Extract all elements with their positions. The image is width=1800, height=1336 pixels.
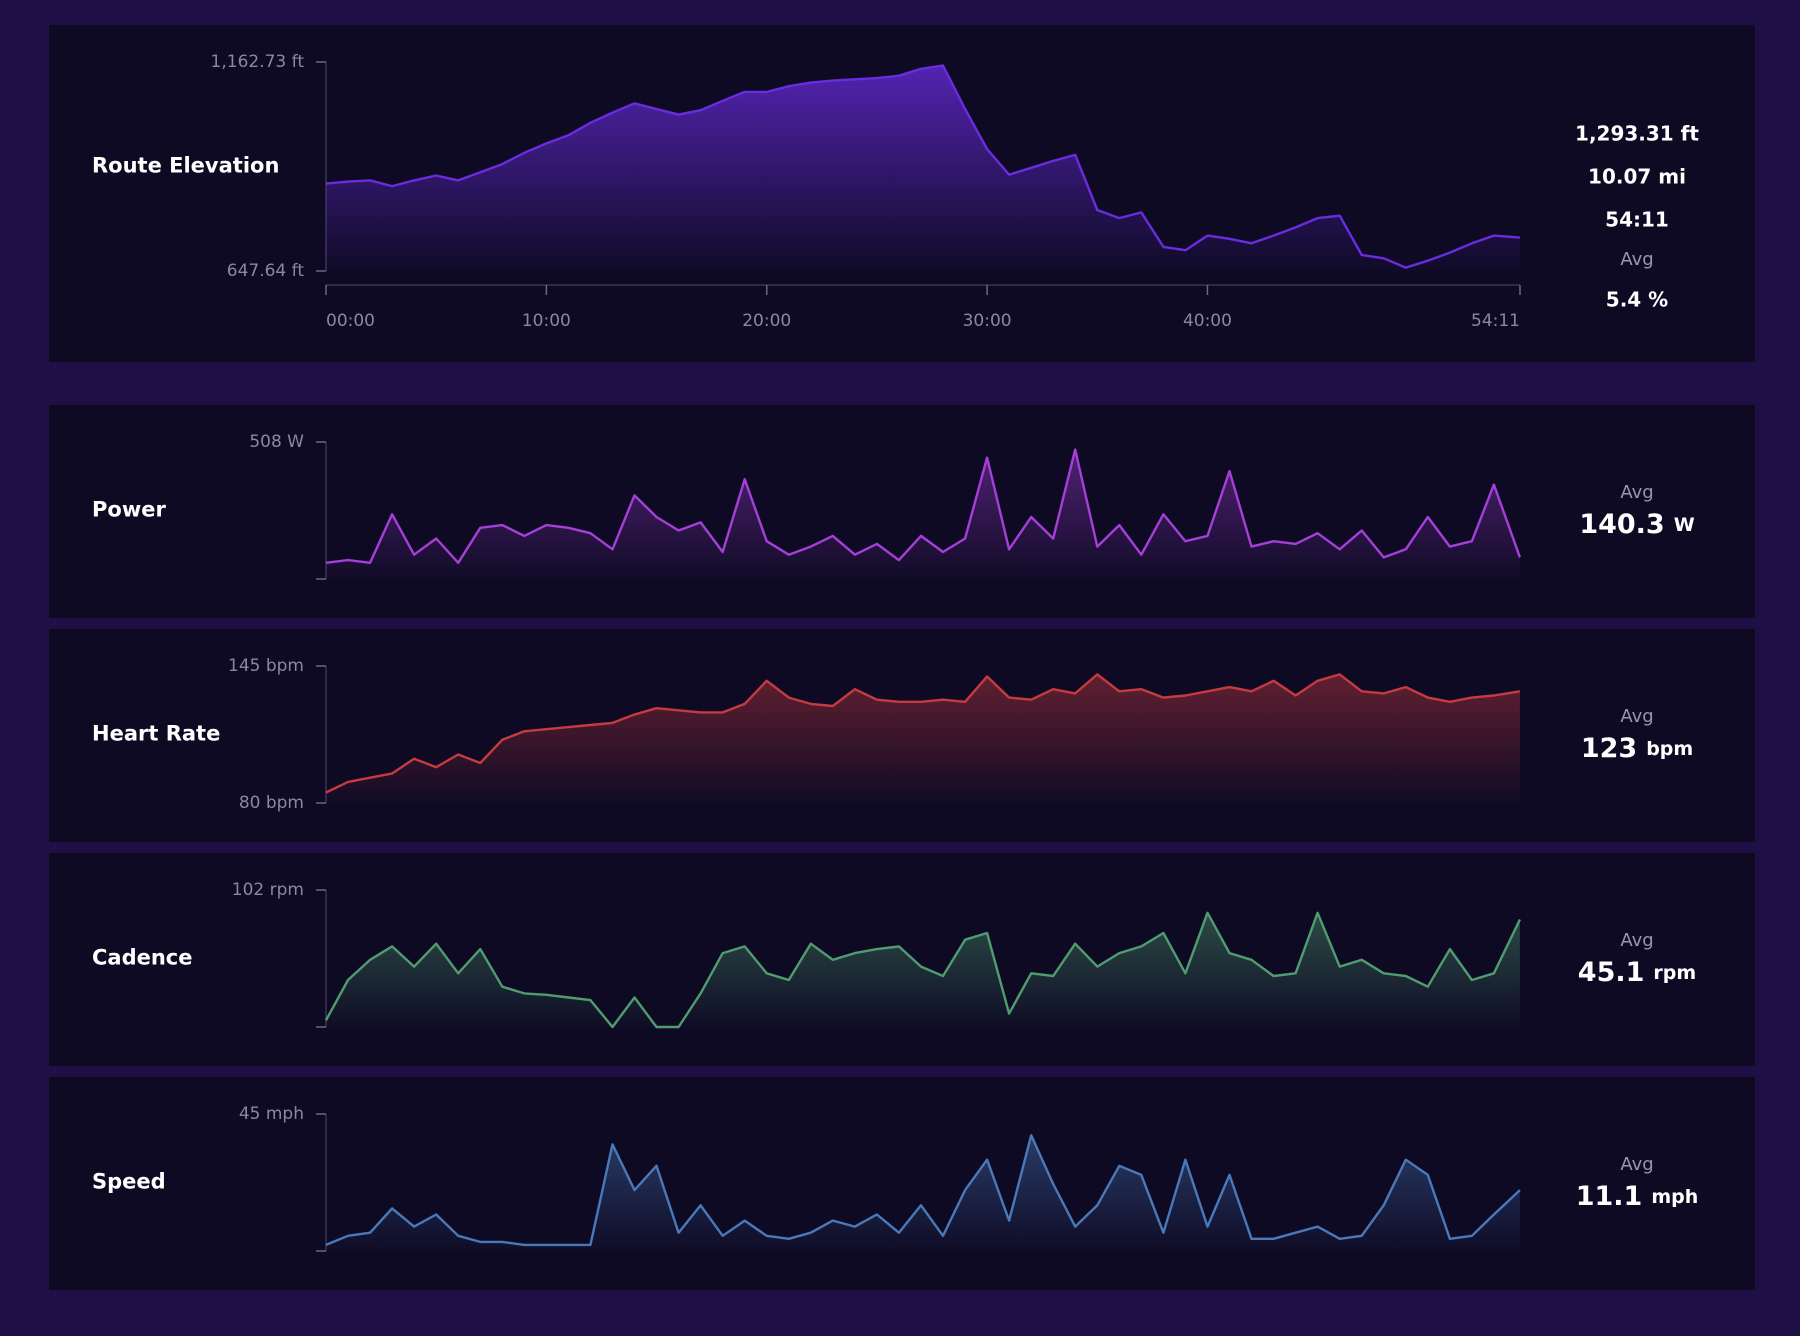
area bbox=[326, 912, 1520, 1027]
x-tick-label: 54:11 bbox=[1471, 311, 1520, 331]
avg-value: 11.1 mph bbox=[1576, 1181, 1699, 1212]
avg-unit: mph bbox=[1651, 1186, 1698, 1208]
line bbox=[325, 673, 1521, 794]
avg-number: 123 bbox=[1581, 733, 1637, 764]
y-tick-label: 508 W bbox=[249, 432, 304, 452]
avg-value: 123 bpm bbox=[1581, 733, 1693, 764]
avg-unit: rpm bbox=[1653, 962, 1696, 984]
avg-label: Avg bbox=[1620, 1154, 1653, 1175]
x-tick-label: 30:00 bbox=[963, 311, 1012, 331]
y-tick-label: 647.64 ft bbox=[227, 261, 305, 281]
y-tick-label: 80 bpm bbox=[239, 793, 304, 813]
stat-value: 10.07 mi bbox=[1588, 165, 1686, 189]
line bbox=[325, 64, 1520, 269]
avg-label: Avg bbox=[1620, 930, 1653, 951]
avg-label: Avg bbox=[1620, 706, 1653, 727]
x-tick-label: 40:00 bbox=[1183, 311, 1232, 331]
panel bbox=[49, 1077, 1755, 1290]
y-tick-label: 1,162.73 ft bbox=[211, 52, 305, 72]
x-tick-label: 20:00 bbox=[742, 311, 791, 331]
y-tick-label: 145 bpm bbox=[228, 656, 304, 676]
panel bbox=[49, 405, 1755, 618]
avg-number: 45.1 bbox=[1578, 957, 1645, 988]
panel-title: Route Elevation bbox=[92, 154, 279, 178]
line bbox=[324, 911, 1521, 1029]
avg-value: 45.1 rpm bbox=[1578, 957, 1696, 988]
x-tick-label: 10:00 bbox=[522, 311, 571, 331]
avg-unit: bpm bbox=[1646, 738, 1693, 760]
stat-value: 54:11 bbox=[1605, 208, 1669, 232]
x-tick-label: 00:00 bbox=[326, 311, 375, 331]
area bbox=[326, 1135, 1520, 1251]
avg-unit: W bbox=[1674, 514, 1695, 536]
avg-value: 140.3 W bbox=[1579, 509, 1694, 540]
panel-title: Cadence bbox=[92, 946, 193, 970]
line bbox=[325, 1134, 1521, 1247]
avg-number: 11.1 bbox=[1576, 1181, 1643, 1212]
avg-number: 140.3 bbox=[1579, 509, 1664, 540]
panel-title: Power bbox=[92, 498, 166, 522]
avg-label: Avg bbox=[1620, 482, 1653, 503]
area bbox=[326, 449, 1520, 579]
y-tick-label: 45 mph bbox=[239, 1104, 304, 1124]
area bbox=[326, 65, 1520, 271]
panel-title: Speed bbox=[92, 1170, 166, 1194]
area bbox=[326, 674, 1520, 803]
stat-value: 5.4 % bbox=[1606, 288, 1668, 312]
stat-label: Avg bbox=[1620, 249, 1653, 270]
panel-title: Heart Rate bbox=[92, 722, 220, 746]
line bbox=[325, 448, 1522, 564]
stat-value: 1,293.31 ft bbox=[1575, 122, 1699, 146]
y-tick-label: 102 rpm bbox=[232, 880, 304, 900]
